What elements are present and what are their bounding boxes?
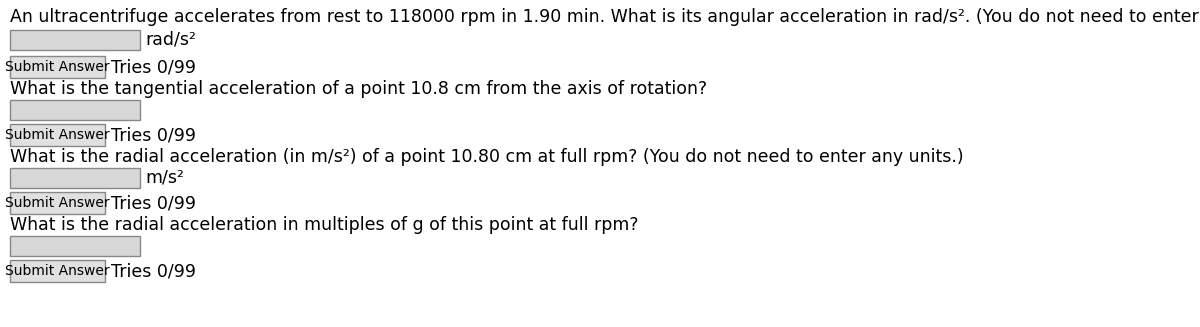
Text: m/s²: m/s² — [145, 168, 184, 186]
FancyBboxPatch shape — [10, 56, 106, 78]
Text: Submit Answer: Submit Answer — [5, 128, 110, 142]
FancyBboxPatch shape — [10, 168, 140, 188]
Text: Submit Answer: Submit Answer — [5, 60, 110, 74]
Text: rad/s²: rad/s² — [145, 30, 196, 48]
Text: Submit Answer: Submit Answer — [5, 264, 110, 278]
Text: What is the radial acceleration (in m/s²) of a point 10.80 cm at full rpm? (You : What is the radial acceleration (in m/s²… — [10, 148, 964, 166]
Text: Tries 0/99: Tries 0/99 — [112, 194, 196, 212]
FancyBboxPatch shape — [10, 124, 106, 146]
FancyBboxPatch shape — [10, 260, 106, 282]
FancyBboxPatch shape — [10, 30, 140, 50]
Text: What is the tangential acceleration of a point 10.8 cm from the axis of rotation: What is the tangential acceleration of a… — [10, 80, 707, 98]
Text: Tries 0/99: Tries 0/99 — [112, 58, 196, 76]
Text: An ultracentrifuge accelerates from rest to 118000 rpm in 1.90 min. What is its : An ultracentrifuge accelerates from rest… — [10, 8, 1200, 26]
FancyBboxPatch shape — [10, 100, 140, 120]
FancyBboxPatch shape — [10, 192, 106, 214]
Text: Tries 0/99: Tries 0/99 — [112, 126, 196, 144]
Text: Submit Answer: Submit Answer — [5, 196, 110, 210]
Text: What is the radial acceleration in multiples of g of this point at full rpm?: What is the radial acceleration in multi… — [10, 216, 638, 234]
FancyBboxPatch shape — [10, 236, 140, 256]
Text: Tries 0/99: Tries 0/99 — [112, 262, 196, 280]
